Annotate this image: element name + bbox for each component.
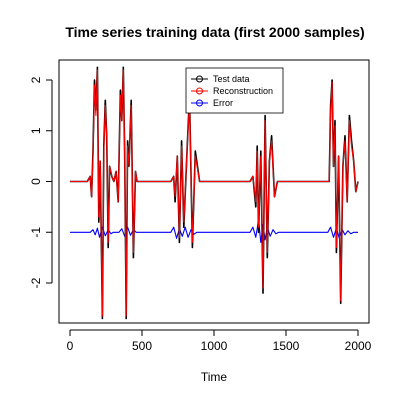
x-tick-label: 500 [132,339,152,353]
x-tick-label: 1000 [201,339,228,353]
y-tick-label: 0 [29,178,43,185]
chart-title: Time series training data (first 2000 sa… [65,24,364,40]
legend-label: Error [213,98,233,108]
y-tick-label: -2 [29,277,43,288]
y-tick-label: 2 [29,76,43,83]
x-tick-label: 2000 [345,339,372,353]
x-axis-title: Time [201,370,228,384]
legend: Test data Reconstruction Error [186,68,283,113]
x-tick-label: 1500 [273,339,300,353]
y-tick-label: -1 [29,227,43,238]
legend-label: Test data [213,74,250,84]
legend-label: Reconstruction [213,86,273,96]
x-tick-label: 0 [67,339,74,353]
y-tick-label: 1 [29,127,43,134]
